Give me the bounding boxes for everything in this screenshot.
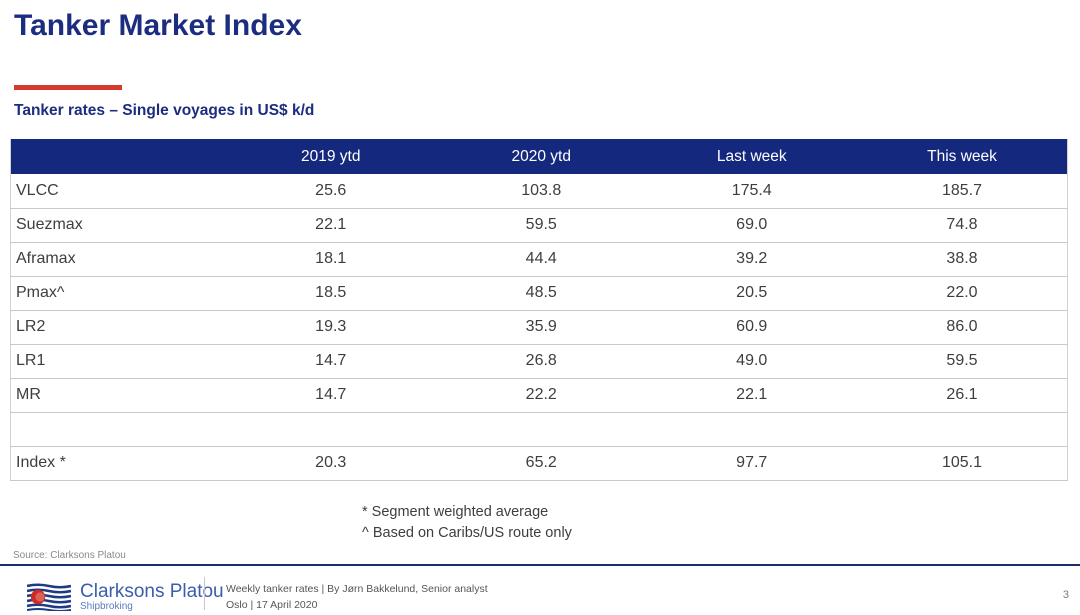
cell-value: 26.8 [436,344,647,379]
cell-value: 14.7 [225,378,436,413]
footnote-segment-average: * Segment weighted average [362,504,549,520]
cell-value: 44.4 [436,242,647,277]
footer-report-line: Weekly tanker rates | By Jørn Bakkelund,… [226,583,488,595]
tanker-rates-table: 2019 ytd 2020 ytd Last week This week VL… [10,139,1068,481]
cell-value: 22.1 [225,208,436,243]
footnote-caribs-route: ^ Based on Caribs/US route only [362,525,572,541]
row-label: Aframax [10,242,226,277]
row-label: Pmax^ [10,276,226,311]
table-row: MR 14.7 22.2 22.1 26.1 [10,378,1068,413]
cell-value: 26.1 [857,378,1068,413]
row-label: LR2 [10,310,226,345]
cell-value: 19.3 [225,310,436,345]
row-label: Suezmax [10,208,226,243]
column-header-this-week: This week [857,139,1068,174]
footer: Clarksons Platou Shipbroking Weekly tank… [0,566,1080,615]
cell-value: 69.0 [646,208,857,243]
cell-value: 65.2 [436,446,647,481]
table-body: VLCC 25.6 103.8 175.4 185.7 Suezmax 22.1 59.5 69… [10,174,1068,481]
cell-value: 25.6 [225,174,436,209]
row-label: LR1 [10,344,226,379]
page-title: Tanker Market Index [14,9,302,42]
cell-value: 22.1 [646,378,857,413]
row-label: VLCC [10,174,226,209]
table-header-row: 2019 ytd 2020 ytd Last week This week [10,139,1068,174]
cell-value: 18.1 [225,242,436,277]
page-number: 3 [1062,589,1069,601]
cell-value: 103.8 [436,174,647,209]
cell-value [857,412,1068,447]
footer-divider-line [0,564,1080,566]
logo-division-name: Shipbroking [80,601,133,612]
footer-meta: Weekly tanker rates | By Jørn Bakkelund,… [226,581,488,613]
table-row: LR2 19.3 35.9 60.9 86.0 [10,310,1068,345]
cell-value: 20.5 [646,276,857,311]
accent-rule [14,85,122,90]
cell-value [646,412,857,447]
cell-value [436,412,647,447]
footer-vertical-divider [204,577,205,610]
cell-value: 39.2 [646,242,857,277]
cell-value: 48.5 [436,276,647,311]
cell-value: 59.5 [857,344,1068,379]
row-label [10,412,226,447]
table-spacer-row [10,412,1068,447]
cell-value [225,412,436,447]
cell-value: 14.7 [225,344,436,379]
row-label: Index * [10,446,226,481]
table-index-row: Index * 20.3 65.2 97.7 105.1 [10,446,1068,481]
table-row: LR1 14.7 26.8 49.0 59.5 [10,344,1068,379]
table-row: VLCC 25.6 103.8 175.4 185.7 [10,174,1068,209]
table-row: Aframax 18.1 44.4 39.2 38.8 [10,242,1068,277]
cell-value: 185.7 [857,174,1068,209]
cell-value: 22.2 [436,378,647,413]
cell-value: 60.9 [646,310,857,345]
cell-value: 86.0 [857,310,1068,345]
cell-value: 49.0 [646,344,857,379]
cell-value: 38.8 [857,242,1068,277]
row-label: MR [10,378,226,413]
cell-value: 74.8 [857,208,1068,243]
cell-value: 35.9 [436,310,647,345]
cell-value: 105.1 [857,446,1068,481]
logo-company-name: Clarksons Platou [80,581,224,602]
table-header: 2019 ytd 2020 ytd Last week This week [10,139,1068,174]
cell-value: 97.7 [646,446,857,481]
column-header-empty [10,139,226,174]
footnotes: * Segment weighted average ^ Based on Ca… [362,502,572,544]
column-header-2019-ytd: 2019 ytd [225,139,436,174]
clarksons-flag-icon [27,583,71,611]
cell-value: 20.3 [225,446,436,481]
table-row: Suezmax 22.1 59.5 69.0 74.8 [10,208,1068,243]
source-note: Source: Clarksons Platou [13,550,126,561]
column-header-2020-ytd: 2020 ytd [436,139,647,174]
cell-value: 18.5 [225,276,436,311]
clarksons-platou-logo: Clarksons Platou Shipbroking [27,582,224,612]
footer-date-line: Oslo | 17 April 2020 [226,599,318,611]
cell-value: 22.0 [857,276,1068,311]
slide-subtitle: Tanker rates – Single voyages in US$ k/d [14,102,315,119]
cell-value: 59.5 [436,208,647,243]
column-header-last-week: Last week [646,139,857,174]
cell-value: 175.4 [646,174,857,209]
table-row: Pmax^ 18.5 48.5 20.5 22.0 [10,276,1068,311]
logo-text: Clarksons Platou Shipbroking [80,582,224,612]
